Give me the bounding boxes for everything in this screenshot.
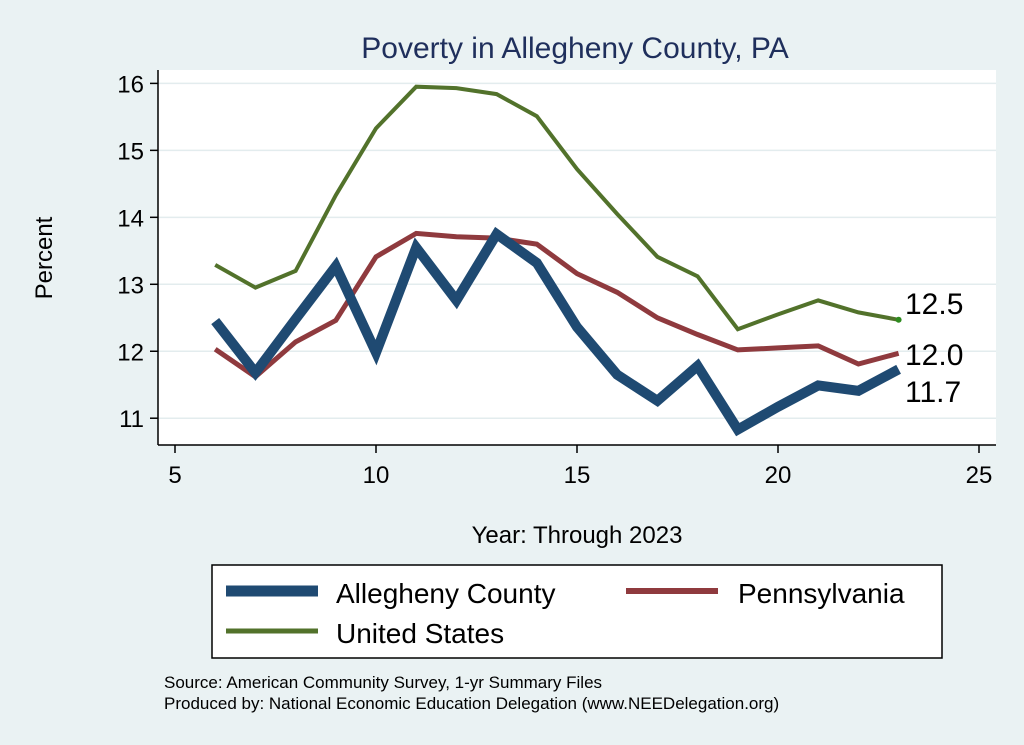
x-axis-label: Year: Through 2023 bbox=[472, 522, 683, 549]
series-lines bbox=[211, 84, 902, 437]
x-tick-label: 20 bbox=[765, 462, 792, 489]
produced-by-note: Produced by: National Economic Education… bbox=[164, 694, 779, 713]
series-line-united-states bbox=[214, 84, 899, 332]
plot-area bbox=[158, 70, 996, 445]
legend-label-united-states: United States bbox=[336, 618, 504, 649]
axis-ticks: 11 12 13 14 15 16 5 10 15 20 25 bbox=[117, 71, 992, 489]
end-marker-united-states bbox=[895, 316, 902, 323]
source-note: Source: American Community Survey, 1-yr … bbox=[164, 673, 602, 692]
y-tick-label: 15 bbox=[117, 138, 144, 165]
chart-title: Poverty in Allegheny County, PA bbox=[361, 32, 788, 65]
series-line-pennsylvania bbox=[213, 230, 900, 380]
grid-lines bbox=[158, 82, 996, 419]
end-label-united-states: 12.5 bbox=[905, 288, 963, 321]
legend-label-pennsylvania: Pennsylvania bbox=[738, 578, 905, 609]
y-tick-label: 13 bbox=[117, 272, 144, 299]
series-line-allegheny-county bbox=[211, 226, 901, 437]
x-tick-label: 25 bbox=[966, 462, 993, 489]
x-tick-label: 5 bbox=[168, 462, 181, 489]
y-axis-label: Percent bbox=[31, 216, 58, 299]
y-tick-label: 12 bbox=[117, 339, 144, 366]
legend: Allegheny County Pennsylvania United Sta… bbox=[211, 564, 943, 659]
end-label-allegheny-county: 11.7 bbox=[905, 376, 961, 409]
legend-box bbox=[211, 564, 943, 659]
x-tick-label: 10 bbox=[363, 462, 390, 489]
x-tick-label: 15 bbox=[564, 462, 591, 489]
legend-label-allegheny-county: Allegheny County bbox=[336, 578, 555, 609]
y-tick-label: 14 bbox=[117, 205, 144, 232]
end-label-pennsylvania: 12.0 bbox=[905, 339, 963, 372]
y-tick-label: 11 bbox=[119, 406, 144, 433]
y-tick-label: 16 bbox=[117, 71, 144, 98]
